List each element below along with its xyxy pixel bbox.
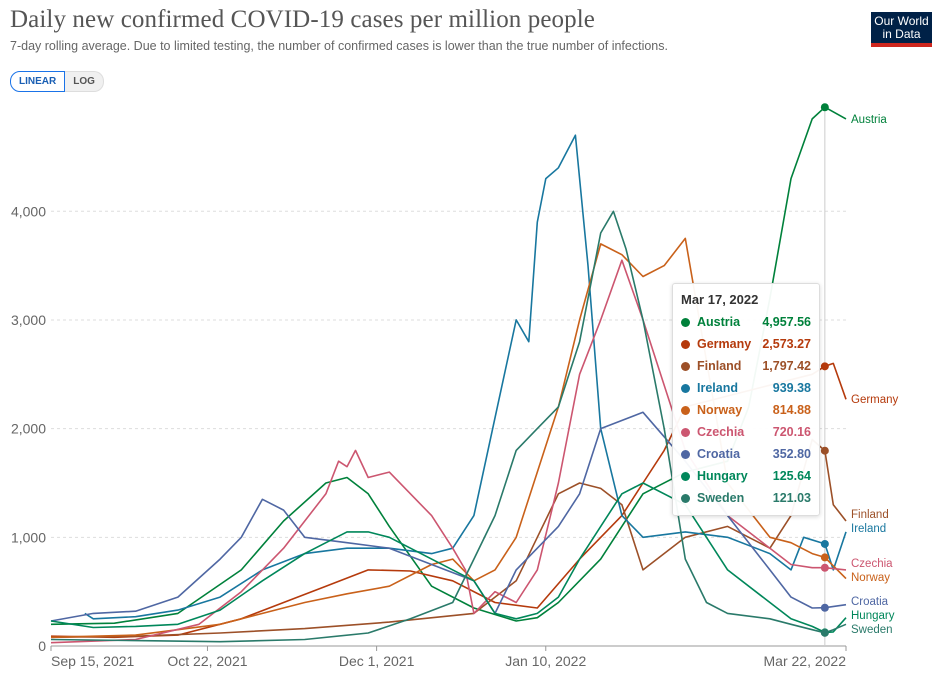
tooltip-country: Sweden — [697, 491, 745, 505]
end-label-finland[interactable]: Finland — [851, 509, 889, 521]
owid-logo[interactable]: Our World in Data — [871, 12, 932, 47]
legend-dot-icon — [681, 405, 690, 415]
hover-dot-norway — [820, 553, 829, 562]
end-label-austria[interactable]: Austria — [851, 114, 887, 126]
end-label-ireland[interactable]: Ireland — [851, 523, 886, 535]
tooltip-country: Finland — [697, 359, 742, 373]
hover-dot-sweden — [820, 628, 829, 637]
y-tick-label: 3,000 — [11, 312, 46, 328]
end-label-germany[interactable]: Germany — [851, 394, 899, 406]
tooltip-value: 121.03 — [772, 491, 811, 505]
series-line-czechia[interactable] — [50, 259, 847, 644]
hover-dot-czechia — [820, 563, 829, 572]
tooltip-country: Croatia — [697, 447, 741, 461]
tooltip-value: 720.16 — [772, 425, 811, 439]
y-tick-label: 4,000 — [11, 203, 46, 219]
end-label-sweden[interactable]: Sweden — [851, 624, 893, 636]
chart-subtitle: 7-day rolling average. Due to limited te… — [10, 39, 668, 53]
end-label-hungary[interactable]: Hungary — [851, 610, 895, 622]
tooltip-row: Hungary 125.64 — [681, 465, 811, 487]
end-label-croatia[interactable]: Croatia — [851, 596, 889, 608]
tooltip-row: Austria 4,957.56 — [681, 311, 811, 333]
y-tick-label: 1,000 — [11, 529, 46, 545]
logo-line-1: Our World — [874, 14, 929, 28]
x-tick-label: Oct 22, 2021 — [167, 653, 247, 669]
tooltip-country: Germany — [697, 337, 752, 351]
x-axis: Sep 15, 2021 Oct 22, 2021 Dec 1, 2021 Jan 1… — [50, 645, 847, 669]
chart-title: Daily new confirmed COVID-19 cases per m… — [10, 6, 595, 33]
tooltip-value: 4,957.56 — [762, 315, 811, 329]
tooltip-date: Mar 17, 2022 — [681, 292, 759, 307]
y-tick-label: 0 — [38, 638, 46, 654]
tooltip-row: Norway 814.88 — [681, 399, 811, 421]
hover-dot-ireland — [820, 539, 829, 548]
hover-dot-finland — [820, 446, 829, 455]
tooltip-country: Norway — [697, 403, 743, 417]
legend-dot-icon — [681, 471, 690, 481]
legend-dot-icon — [681, 361, 690, 371]
end-label-norway[interactable]: Norway — [851, 572, 890, 584]
tooltip-value: 939.38 — [772, 381, 811, 395]
tooltip-country: Hungary — [697, 469, 748, 483]
y-tick-label: 2,000 — [11, 421, 46, 437]
series-line-hungary[interactable] — [50, 482, 847, 634]
end-label-czechia[interactable]: Czechia — [851, 558, 893, 570]
tooltip-country: Austria — [697, 315, 741, 329]
x-tick-label: Dec 1, 2021 — [339, 653, 415, 669]
legend-dot-icon — [681, 339, 690, 349]
tooltip-value: 2,573.27 — [762, 337, 811, 351]
tooltip-value: 352.80 — [772, 447, 811, 461]
linear-scale-button[interactable]: LINEAR — [10, 71, 66, 92]
series-line-sweden[interactable] — [50, 210, 847, 643]
hover-dot-germany — [820, 362, 829, 371]
legend-dot-icon — [681, 317, 690, 327]
hover-dot-austria — [820, 103, 829, 112]
legend-dot-icon — [681, 493, 690, 503]
tooltip-value: 814.88 — [772, 403, 811, 417]
tooltip-row: Croatia 352.80 — [681, 443, 811, 465]
tooltip-country: Ireland — [697, 381, 738, 395]
y-axis: 0 1,000 2,000 3,000 4,000 — [11, 203, 46, 654]
scale-toggle: LINEAR LOG — [10, 71, 104, 92]
tooltip-row: Finland 1,797.42 — [681, 355, 811, 377]
hover-tooltip: Mar 17, 2022 Austria 4,957.56 Germany 2,573… — [672, 283, 820, 516]
tooltip-row: Sweden 121.03 — [681, 487, 811, 509]
tooltip-country: Czechia — [697, 425, 745, 439]
legend-dot-icon — [681, 427, 690, 437]
x-tick-label: Sep 15, 2021 — [51, 653, 135, 669]
hover-dot-croatia — [820, 603, 829, 612]
tooltip-row: Czechia 720.16 — [681, 421, 811, 443]
end-labels: Austria Germany Finland Ireland Norway Czechi… — [851, 114, 899, 636]
series-line-austria[interactable] — [50, 106, 847, 626]
legend-dot-icon — [681, 449, 690, 459]
tooltip-value: 125.64 — [772, 469, 811, 483]
hover-dots — [820, 103, 829, 637]
log-scale-button[interactable]: LOG — [65, 71, 104, 92]
legend-dot-icon — [681, 383, 690, 393]
x-tick-label: Mar 22, 2022 — [764, 653, 847, 669]
tooltip-value: 1,797.42 — [762, 359, 811, 373]
x-tick-label: Jan 10, 2022 — [505, 653, 586, 669]
tooltip-row: Ireland 939.38 — [681, 377, 811, 399]
logo-line-2: in Data — [882, 27, 921, 41]
tooltip-row: Germany 2,573.27 — [681, 333, 811, 355]
